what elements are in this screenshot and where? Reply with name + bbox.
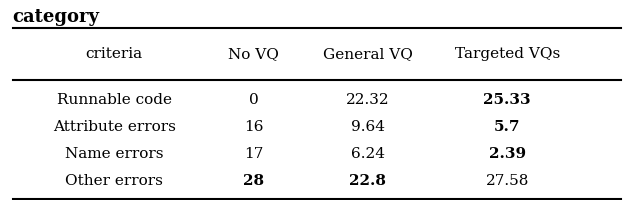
Text: Targeted VQs: Targeted VQs [455,47,560,61]
Text: 2.39: 2.39 [489,147,526,161]
Text: 16: 16 [244,120,263,134]
Text: Attribute errors: Attribute errors [53,120,176,134]
Text: 25.33: 25.33 [483,93,531,107]
Text: criteria: criteria [86,47,143,61]
Text: 9.64: 9.64 [351,120,385,134]
Text: No VQ: No VQ [228,47,279,61]
Text: 0: 0 [249,93,259,107]
Text: 27.58: 27.58 [486,174,529,188]
Text: 6.24: 6.24 [351,147,385,161]
Text: 22.32: 22.32 [346,93,389,107]
Text: category: category [13,8,100,26]
Text: 22.8: 22.8 [349,174,386,188]
Text: Other errors: Other errors [65,174,163,188]
Text: General VQ: General VQ [323,47,413,61]
Text: 28: 28 [243,174,264,188]
Text: 5.7: 5.7 [494,120,521,134]
Text: 17: 17 [244,147,263,161]
Text: Name errors: Name errors [65,147,164,161]
Text: Runnable code: Runnable code [56,93,172,107]
